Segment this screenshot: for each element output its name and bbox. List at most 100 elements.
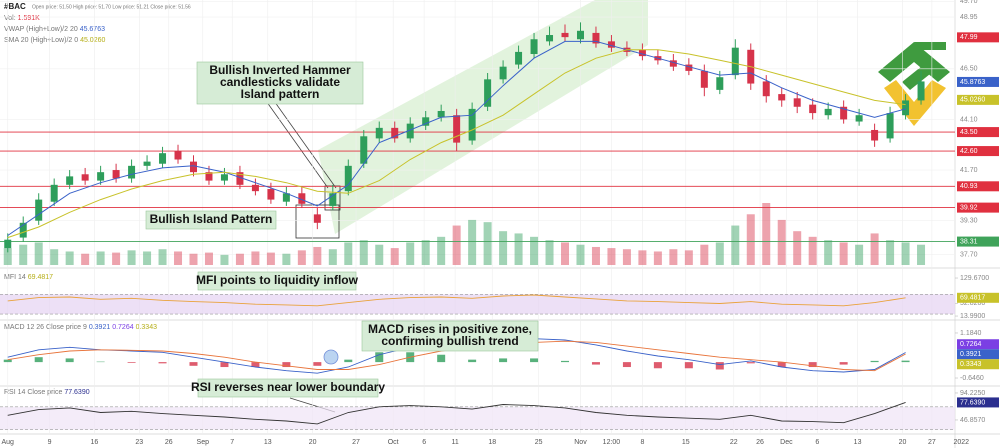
candle-body: [313, 214, 321, 223]
logo-chevron: [914, 42, 946, 50]
price-badge: [957, 32, 999, 43]
x-tick-label: 23: [135, 439, 143, 446]
candle-body: [669, 60, 677, 67]
x-tick-label: 13: [854, 439, 862, 446]
candle-body: [35, 199, 43, 221]
volume-bar: [50, 249, 59, 265]
x-tick-label: 8: [640, 439, 644, 446]
volume-bar: [793, 231, 802, 265]
level-label: 42.60: [960, 148, 978, 155]
candle-body: [81, 174, 89, 181]
vwap-legend: VWAP (High+Low)/2 20 45.6763: [4, 26, 105, 33]
price-badge: [957, 339, 999, 350]
mfi-label: MFI 14: [4, 274, 26, 281]
candle-body: [50, 184, 58, 202]
candle-body: [220, 174, 228, 181]
x-tick-label: Oct: [388, 439, 399, 446]
macd-legend: MACD 12 26 Close price 9 0.3921 0.7264 0…: [4, 324, 157, 331]
level-label: 40.93: [960, 183, 978, 190]
candle-body: [453, 115, 461, 143]
volume-bar: [19, 244, 28, 265]
candle-body: [561, 32, 569, 38]
volume-bar: [824, 240, 833, 265]
volume-bar: [839, 242, 848, 265]
macd-histogram-bar: [561, 360, 570, 363]
y-tick-label: 44.10: [960, 116, 978, 123]
macd-histogram-bar: [282, 362, 291, 368]
x-tick-label: 27: [928, 439, 936, 446]
moving-average: [7, 40, 906, 236]
candle-body: [143, 161, 151, 166]
candle-body: [406, 123, 414, 139]
annotation-box: [197, 378, 379, 398]
candle-body: [267, 189, 275, 200]
annotation-text: MACD rises in positive zone,: [368, 322, 532, 336]
volume-bar: [808, 236, 817, 265]
y-tick-label: 49.70: [960, 0, 978, 5]
y-tick-label: -0.6460: [960, 375, 984, 382]
rsi-label: RSI 14 Close price: [4, 389, 62, 396]
volume-bar: [313, 246, 322, 265]
price-badge-label: 69.4817: [960, 295, 985, 302]
volume-bar: [715, 242, 724, 265]
volume-bar: [468, 219, 477, 265]
x-tick-label: Aug: [2, 439, 15, 446]
volume-bar: [530, 236, 539, 265]
price-badge-label: 0.3343: [960, 361, 982, 368]
x-tick-label: 11: [451, 439, 458, 446]
candle-body: [484, 79, 492, 107]
volume-bar: [499, 231, 508, 265]
sma-legend: SMA 20 (High+Low)/2 0 45.0260: [4, 37, 105, 44]
level-label: 38.31: [960, 238, 978, 245]
candle-body: [902, 100, 910, 116]
macd-histogram-bar: [901, 360, 910, 363]
volume-bar: [700, 244, 709, 265]
band: [0, 406, 955, 430]
x-tick-label: Nov: [574, 439, 587, 446]
candle-body: [871, 129, 879, 141]
y-tick-label: 1.1840: [960, 330, 982, 337]
y-tick-label: 41.70: [960, 167, 978, 174]
x-tick-label: 9: [48, 439, 52, 446]
vwap-label: VWAP (High+Low)/2 20: [4, 26, 78, 33]
macd-histogram-bar: [591, 362, 600, 365]
x-tick-label: 26: [756, 439, 764, 446]
macd-histogram-bar: [684, 362, 693, 369]
macd-histogram-bar: [313, 362, 322, 366]
x-tick-label: 12:00: [603, 439, 621, 446]
y-tick-label: 129.6700: [960, 275, 989, 282]
y-tick-label: 13.9900: [960, 313, 985, 320]
annotation-text: Bullish Island Pattern: [150, 212, 273, 226]
volume-bar: [746, 214, 755, 265]
price-badge: [957, 349, 999, 360]
x-tick-label: 26: [165, 439, 173, 446]
mfi-value: 69.4817: [28, 274, 53, 281]
candle-body: [762, 81, 770, 97]
volume-bar: [204, 252, 213, 265]
macd-histogram-bar: [622, 362, 631, 368]
volume-bar: [886, 240, 895, 265]
candle-body: [422, 117, 430, 126]
candle-body: [128, 165, 136, 179]
candle-body: [437, 110, 445, 118]
volume-bar: [189, 253, 198, 265]
candle-body: [546, 35, 554, 42]
macd-histogram-bar: [715, 362, 724, 370]
annotation-text: Bullish Inverted Hammer: [209, 63, 351, 77]
volume-bar: [591, 246, 600, 265]
volume-bar: [251, 251, 260, 265]
macd-histogram-bar: [3, 359, 12, 363]
candle-body: [159, 153, 167, 164]
y-tick-label: 52.8200: [960, 300, 985, 307]
volume-bar: [297, 250, 306, 265]
volume-bar: [483, 222, 492, 265]
macd-histogram-bar: [65, 358, 74, 363]
volume-bar: [653, 251, 662, 265]
volume-bar: [561, 242, 570, 265]
candle-body: [375, 127, 383, 139]
x-tick-label: 7: [230, 439, 234, 446]
price-badge: [957, 292, 999, 303]
level-badge: [957, 146, 999, 157]
macd-histogram-bar: [777, 362, 786, 368]
